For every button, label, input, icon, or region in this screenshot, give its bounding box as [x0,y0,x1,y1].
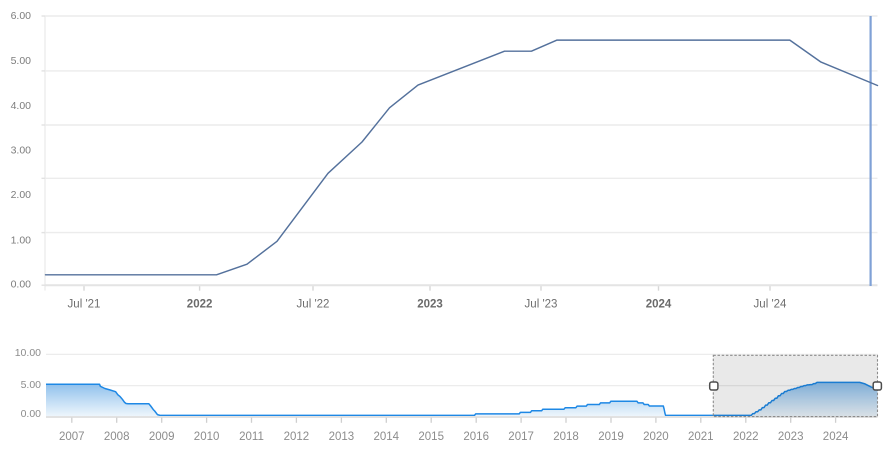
svg-text:2016: 2016 [463,431,489,443]
svg-text:2024: 2024 [646,299,672,311]
svg-text:2012: 2012 [284,431,310,443]
svg-text:2013: 2013 [329,431,355,443]
svg-text:2007: 2007 [59,431,85,443]
svg-text:6.00: 6.00 [11,10,32,22]
svg-text:3.00: 3.00 [11,145,32,157]
svg-text:0.00: 0.00 [21,408,42,420]
svg-text:5.00: 5.00 [11,55,32,67]
svg-text:2009: 2009 [149,431,175,443]
svg-text:2008: 2008 [104,431,130,443]
svg-text:Jul '23: Jul '23 [525,299,558,311]
svg-text:Jul '22: Jul '22 [297,299,330,311]
svg-text:2022: 2022 [187,299,213,311]
svg-text:Jul '21: Jul '21 [68,299,101,311]
svg-text:2019: 2019 [598,431,624,443]
svg-text:2011: 2011 [239,431,264,443]
svg-text:2020: 2020 [643,431,669,443]
svg-text:Jul '24: Jul '24 [754,299,787,311]
svg-text:2018: 2018 [553,431,579,443]
svg-text:4.00: 4.00 [11,100,32,112]
svg-text:5.00: 5.00 [21,379,42,391]
svg-text:2017: 2017 [508,431,534,443]
svg-text:10.00: 10.00 [15,347,41,359]
svg-text:2022: 2022 [733,431,759,443]
svg-text:0.00: 0.00 [11,278,32,290]
svg-text:2023: 2023 [778,431,804,443]
svg-text:2.00: 2.00 [11,189,32,201]
svg-text:2010: 2010 [194,431,220,443]
svg-text:2015: 2015 [418,431,444,443]
svg-text:2021: 2021 [688,431,714,443]
svg-text:2014: 2014 [374,431,400,443]
svg-text:1.00: 1.00 [11,234,32,246]
svg-text:2023: 2023 [417,299,443,311]
svg-text:2024: 2024 [823,431,849,443]
